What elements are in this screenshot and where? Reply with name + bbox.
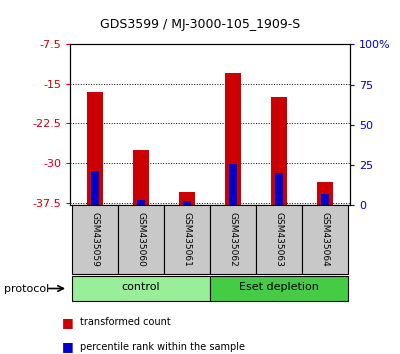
Bar	[275, 173, 283, 205]
Bar	[164, 205, 210, 274]
Text: percentile rank within the sample: percentile rank within the sample	[80, 342, 245, 352]
Text: control: control	[122, 282, 160, 292]
Bar	[118, 205, 164, 274]
Bar	[87, 92, 103, 205]
Bar	[271, 97, 287, 205]
Bar	[72, 205, 118, 274]
Text: GSM435059: GSM435059	[91, 212, 100, 267]
Bar	[183, 201, 191, 205]
Text: GSM435062: GSM435062	[228, 212, 238, 267]
Bar	[210, 276, 348, 301]
Text: GSM435060: GSM435060	[137, 212, 146, 267]
Bar	[229, 164, 237, 205]
Text: GSM435063: GSM435063	[274, 212, 283, 267]
Bar	[210, 205, 256, 274]
Text: transformed count: transformed count	[80, 317, 171, 327]
Bar	[179, 192, 195, 205]
Bar	[133, 150, 149, 205]
Text: ■: ■	[62, 316, 74, 329]
Text: GSM435064: GSM435064	[320, 212, 329, 267]
Text: ■: ■	[62, 341, 74, 353]
Bar	[317, 182, 333, 205]
Text: Eset depletion: Eset depletion	[239, 282, 319, 292]
Text: GSM435061: GSM435061	[182, 212, 192, 267]
Bar	[91, 171, 99, 205]
Text: GDS3599 / MJ-3000-105_1909-S: GDS3599 / MJ-3000-105_1909-S	[100, 18, 300, 31]
Bar	[137, 200, 145, 205]
Bar	[72, 276, 210, 301]
Bar	[302, 205, 348, 274]
Bar	[225, 73, 241, 205]
Bar	[256, 205, 302, 274]
Bar	[321, 194, 329, 205]
Text: protocol: protocol	[4, 284, 49, 293]
